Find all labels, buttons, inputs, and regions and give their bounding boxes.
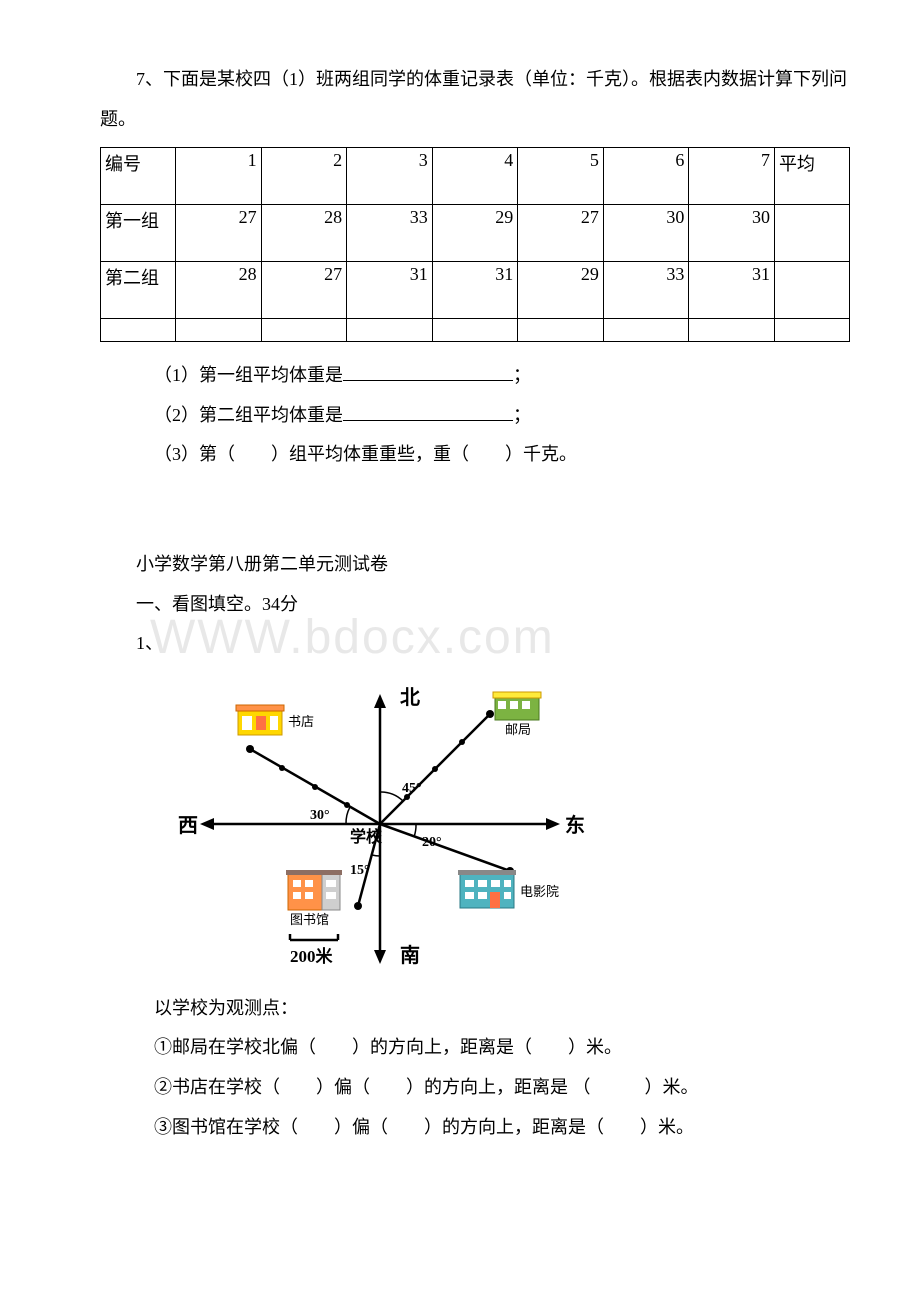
- semicolon: ；: [513, 405, 531, 425]
- col-1: 1: [176, 148, 262, 205]
- library-icon: [286, 870, 342, 910]
- q1-label: 1、: [100, 624, 850, 664]
- scale-label: 200米: [290, 946, 334, 966]
- row2-avg: [774, 262, 849, 319]
- direction-diagram: 北 南 东 西 学校 45°: [160, 674, 850, 979]
- col-6: 6: [603, 148, 689, 205]
- unit2-title: 小学数学第八册第二单元测试卷: [100, 545, 850, 585]
- row1-label: 第一组: [101, 205, 176, 262]
- item-3: ③图书馆在学校（ ）偏（ ）的方向上，距离是（ ）米。: [100, 1108, 850, 1148]
- deg-45: 45°: [402, 781, 422, 796]
- blank-line: [343, 420, 513, 421]
- cell: 33: [603, 262, 689, 319]
- header-label: 编号: [101, 148, 176, 205]
- q7-prompt: 7、下面是某校四（1）班两组同学的体重记录表（单位：千克）。根据表内数据计算下列…: [100, 60, 850, 139]
- q7-sub2-text: （2）第二组平均体重是: [154, 405, 343, 425]
- post-office-icon: [493, 692, 541, 720]
- post-office-label: 邮局: [505, 722, 531, 737]
- library-label: 图书馆: [290, 912, 329, 927]
- east-label: 东: [565, 813, 585, 837]
- col-2: 2: [261, 148, 347, 205]
- q7-sub1-text: （1）第一组平均体重是: [154, 365, 343, 385]
- table-empty-row: [101, 319, 850, 342]
- cell: 27: [518, 205, 604, 262]
- cell: 31: [347, 262, 433, 319]
- cell: 29: [432, 205, 518, 262]
- scale-bar: [290, 934, 338, 940]
- observe-line: 以学校为观测点：: [100, 989, 850, 1029]
- cinema-icon: [458, 870, 516, 908]
- bookstore-icon: [236, 705, 284, 735]
- cell: 27: [261, 262, 347, 319]
- q7-sub2: （2）第二组平均体重是 ；: [100, 396, 850, 436]
- cell: 31: [689, 262, 775, 319]
- cell: 30: [689, 205, 775, 262]
- q7-sub1: （1）第一组平均体重是 ；: [100, 356, 850, 396]
- cinema-label: 电影院: [520, 884, 559, 899]
- semicolon: ；: [513, 365, 531, 385]
- weight-table: 编号 1 2 3 4 5 6 7 平均 第一组 27 28 33 29 27 3…: [100, 147, 850, 342]
- deg-30: 30°: [310, 808, 330, 823]
- cell: 28: [261, 205, 347, 262]
- south-label: 南: [400, 944, 420, 967]
- row2-label: 第二组: [101, 262, 176, 319]
- table-header-row: 编号 1 2 3 4 5 6 7 平均: [101, 148, 850, 205]
- bookstore-label: 书店: [288, 714, 314, 729]
- table-row: 第二组 28 27 31 31 29 33 31: [101, 262, 850, 319]
- cell: 29: [518, 262, 604, 319]
- item-2: ②书店在学校（ ）偏（ ）的方向上，距离是 （ ）米。: [100, 1068, 850, 1108]
- row1-avg: [774, 205, 849, 262]
- cell: 31: [432, 262, 518, 319]
- cell: 30: [603, 205, 689, 262]
- north-label: 北: [400, 686, 420, 709]
- col-7: 7: [689, 148, 775, 205]
- cell: 28: [176, 262, 262, 319]
- deg-15: 15°: [350, 863, 370, 878]
- col-3: 3: [347, 148, 433, 205]
- cell: 33: [347, 205, 433, 262]
- q7-sub3: （3）第（ ）组平均体重重些，重（ ）千克。: [100, 435, 850, 475]
- col-4: 4: [432, 148, 518, 205]
- blank-line: [343, 380, 513, 381]
- avg-label: 平均: [774, 148, 849, 205]
- west-label: 西: [178, 815, 198, 837]
- item-1: ①邮局在学校北偏（ ）的方向上，距离是（ ）米。: [100, 1028, 850, 1068]
- cell: 27: [176, 205, 262, 262]
- deg-20: 20°: [422, 835, 442, 850]
- col-5: 5: [518, 148, 604, 205]
- table-row: 第一组 27 28 33 29 27 30 30: [101, 205, 850, 262]
- unit2-section: 一、看图填空。34分: [100, 585, 850, 625]
